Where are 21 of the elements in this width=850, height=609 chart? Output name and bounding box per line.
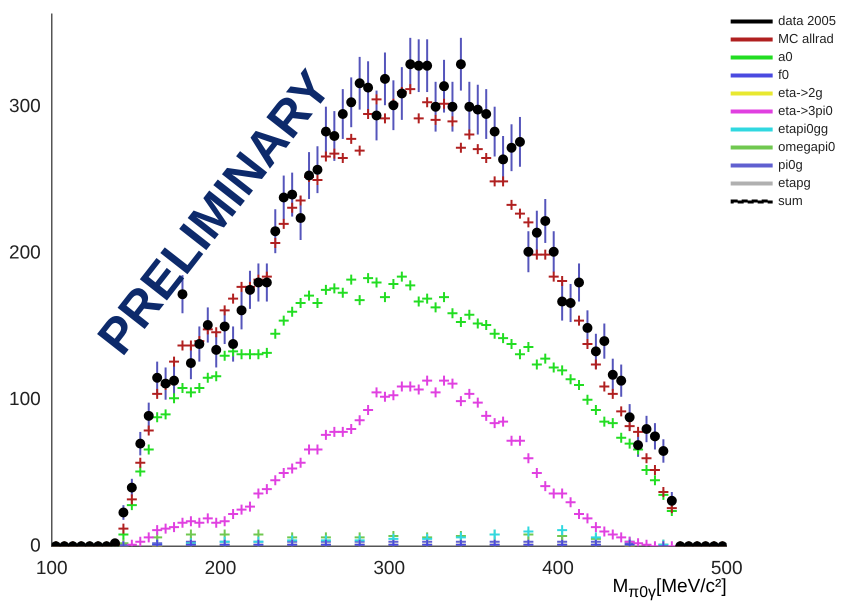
- legend-label: eta->2g: [778, 85, 823, 100]
- legend-label: a0: [778, 49, 793, 64]
- x-tick-label: 300: [373, 558, 406, 579]
- legend-label: etapi0gg: [778, 121, 828, 136]
- legend-label: omegapi0: [778, 139, 836, 154]
- legend-label: etapg: [778, 175, 811, 190]
- y-tick-label: 200: [9, 242, 41, 264]
- x-tick-label: 500: [710, 558, 743, 579]
- x-tick-label: 400: [542, 558, 574, 579]
- x-tick-label: 200: [204, 558, 236, 579]
- legend-label: pi0g: [778, 157, 803, 172]
- legend-label: MC allrad: [778, 31, 834, 46]
- x-axis-title: M$_{π0γ}$[MeV/c²]: [612, 576, 727, 602]
- x-tick-label: 100: [36, 558, 68, 579]
- legend-label: data 2005: [778, 13, 836, 28]
- y-tick-label: 0: [30, 535, 41, 556]
- y-tick-label: 100: [9, 388, 41, 410]
- legend-label: f0: [778, 67, 790, 82]
- y-tick-label: 300: [9, 96, 41, 117]
- legend-label: sum: [778, 193, 803, 208]
- legend-label: eta->3pi0: [778, 103, 833, 118]
